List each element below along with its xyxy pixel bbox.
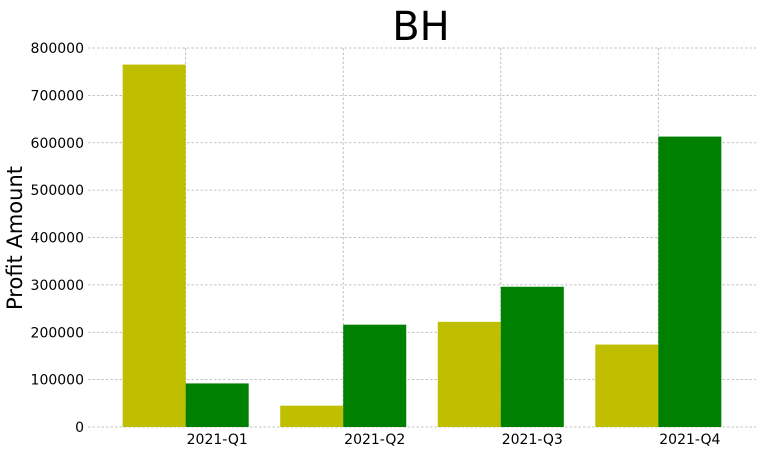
bar-series2-2021-Q4 bbox=[658, 136, 722, 427]
x-tick-label: 2021-Q3 bbox=[502, 432, 563, 448]
bar-series2-2021-Q2 bbox=[343, 324, 407, 427]
grid-lines bbox=[88, 47, 756, 428]
chart-title: BH bbox=[392, 4, 450, 50]
y-tick-labels: 0 100000 200000 300000 400000 500000 600000 700… bbox=[31, 41, 84, 436]
x-tick-label: 2021-Q4 bbox=[659, 432, 720, 448]
x-tick-label: 2021-Q2 bbox=[344, 432, 405, 448]
bar-series1-2021-Q3 bbox=[437, 321, 501, 427]
bar-series1-2021-Q4 bbox=[595, 344, 659, 427]
y-tick-label: 100000 bbox=[31, 373, 84, 389]
bar-series2-2021-Q3 bbox=[500, 286, 564, 427]
y-tick-label: 400000 bbox=[31, 231, 84, 247]
y-tick-label: 600000 bbox=[31, 136, 84, 152]
y-tick-label: 700000 bbox=[31, 88, 84, 104]
x-tick-labels: 2021-Q1 2021-Q2 2021-Q3 2021-Q4 bbox=[187, 432, 721, 448]
bar-series1-2021-Q1 bbox=[122, 64, 186, 428]
bar-series2-2021-Q1 bbox=[185, 383, 249, 427]
y-tick-label: 0 bbox=[75, 420, 84, 436]
y-tick-label: 800000 bbox=[31, 41, 84, 57]
bars bbox=[122, 64, 722, 428]
x-tick-label: 2021-Q1 bbox=[187, 432, 248, 448]
y-axis-label: Profit Amount bbox=[3, 166, 27, 310]
y-tick-label: 500000 bbox=[31, 183, 84, 199]
y-tick-label: 300000 bbox=[31, 278, 84, 294]
y-tick-label: 200000 bbox=[31, 325, 84, 341]
bar-series1-2021-Q2 bbox=[280, 405, 344, 427]
